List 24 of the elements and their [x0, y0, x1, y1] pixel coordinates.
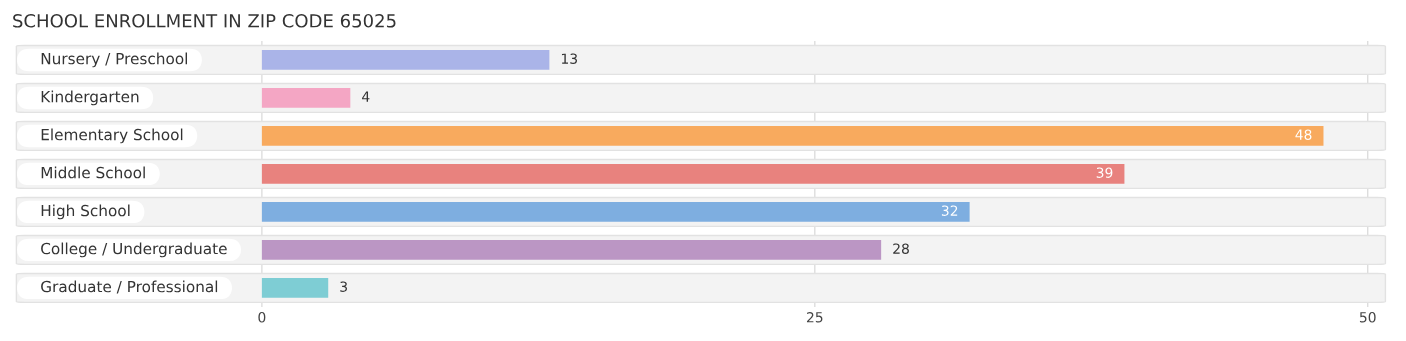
data-label: 4: [362, 91, 370, 102]
data-label: 32: [941, 205, 958, 216]
y-tick-label: High School: [41, 204, 130, 220]
x-tick-label: 25: [806, 312, 823, 323]
y-tick-label: Nursery / Preschool: [41, 52, 187, 68]
data-label: 3: [340, 281, 347, 292]
y-tick-label: Kindergarten: [41, 90, 139, 106]
y-tick-label: Graduate / Professional: [41, 280, 218, 294]
y-tick-label: College / Undergraduate: [41, 242, 227, 258]
data-label: 13: [561, 53, 578, 64]
x-tick-label: 0: [258, 312, 266, 323]
bar: [261, 164, 1125, 184]
bar: [261, 202, 970, 222]
bar: [261, 240, 882, 260]
data-label: 48: [1295, 129, 1312, 140]
chart-title: SCHOOL ENROLLMENT IN ZIP CODE 65025: [13, 13, 396, 28]
y-tick-label: Elementary School: [41, 128, 183, 144]
bar: [261, 278, 329, 298]
x-tick-label: 50: [1359, 312, 1376, 323]
bar: [261, 50, 550, 70]
y-tick-label: Middle School: [41, 166, 145, 179]
bar: [261, 88, 351, 108]
data-label: 39: [1096, 167, 1113, 178]
data-label: 28: [893, 243, 909, 254]
